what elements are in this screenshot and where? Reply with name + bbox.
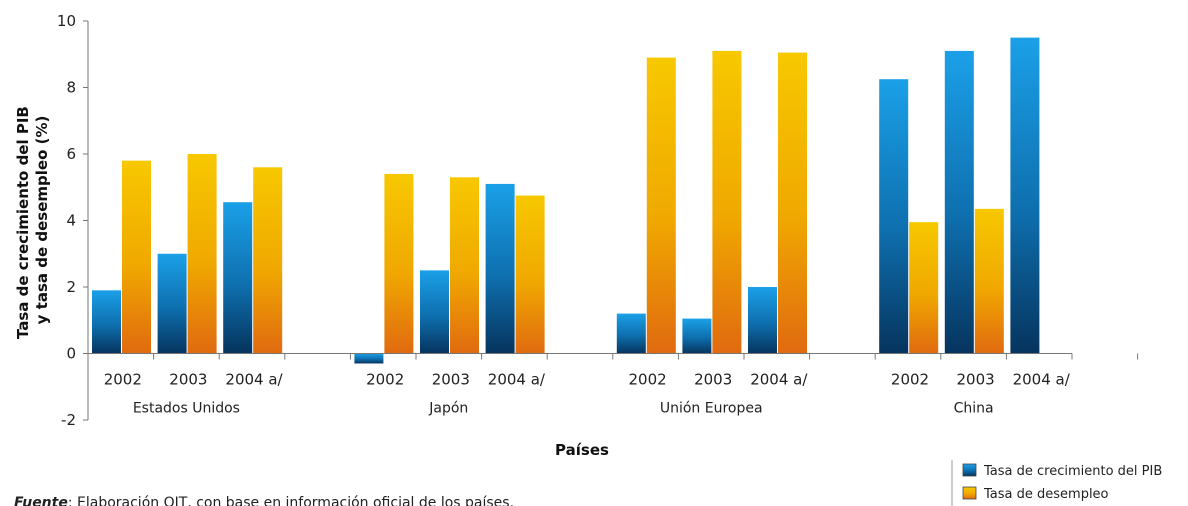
y-axis-label-line-2: y tasa de desempleo (%) (33, 116, 51, 325)
source-note: Fuente: Elaboración OIT, con base en inf… (14, 488, 514, 506)
source-text: : Elaboración OIT, con base en informaci… (67, 495, 515, 506)
bar-unemployment (450, 177, 479, 354)
x-category-label: 2004 a/ (225, 371, 283, 389)
bar-unemployment (646, 57, 676, 354)
bars-layer (92, 37, 1040, 364)
bar-unemployment (253, 167, 283, 354)
bar-gdp (485, 183, 515, 354)
legend-label-gdp: Tasa de crecimiento del PIB (983, 464, 1162, 479)
bar-gdp (879, 79, 909, 354)
y-tick-label: 2 (66, 278, 76, 296)
y-tick-label: 0 (66, 345, 76, 363)
y-tick-label: 10 (57, 12, 76, 30)
x-category-label: 2004 a/ (1013, 371, 1071, 389)
y-axis-label: Tasa de crecimiento del PIB y tasa de de… (14, 101, 51, 339)
x-category-label: 2002 (366, 371, 404, 389)
x-category-label: 2002 (891, 371, 929, 389)
x-group-label: Unión Europea (660, 401, 763, 417)
bar-gdp (748, 287, 777, 354)
y-tick-label: 8 (66, 79, 76, 97)
x-axis-label: Países (555, 441, 609, 459)
x-category-label: 2003 (694, 371, 732, 389)
bar-unemployment (778, 52, 807, 354)
bar-unemployment (909, 222, 939, 354)
source-label: Fuente (14, 495, 68, 506)
axes-layer (83, 20, 1139, 421)
bar-unemployment (974, 208, 1004, 354)
bar-gdp (682, 318, 712, 354)
legend-label-unemployment: Tasa de desempleo (983, 487, 1109, 502)
bar-gdp (616, 313, 646, 354)
y-tick-label: 6 (66, 145, 76, 163)
x-group-label: China (954, 401, 994, 417)
x-group-label: Japón (428, 401, 468, 417)
legend-swatch-unemployment (962, 486, 977, 500)
x-category-label: 2003 (169, 371, 207, 389)
bar-gdp (944, 50, 974, 354)
legend: Tasa de crecimiento del PIB Tasa de dese… (951, 460, 1162, 506)
y-tick-label: 4 (66, 212, 76, 230)
bar-unemployment (187, 154, 217, 354)
bar-gdp (1010, 37, 1040, 354)
x-category-label: 2003 (432, 371, 470, 389)
bar-unemployment (122, 160, 151, 354)
bar-unemployment (515, 195, 545, 354)
x-category-label: 2004 a/ (488, 371, 546, 389)
bar-gdp (354, 353, 384, 364)
bar-unemployment (712, 50, 742, 354)
labels-layer: -2 0 2 4 6 8 10 2002 2003 2004 a/Estados Unidos 20… (57, 12, 1071, 429)
bar-unemployment (384, 173, 414, 354)
bar-gdp (223, 202, 253, 354)
x-category-label: 2002 (629, 371, 667, 389)
x-category-label: 2003 (957, 371, 995, 389)
x-group-label: Estados Unidos (133, 401, 240, 417)
bar-gdp (157, 253, 187, 354)
y-tick-label: -2 (61, 411, 76, 429)
bar-gdp (420, 270, 449, 354)
bar-gdp (92, 290, 121, 354)
legend-swatch-gdp (962, 463, 977, 477)
x-category-label: 2004 a/ (750, 371, 808, 389)
x-category-label: 2002 (104, 371, 142, 389)
y-axis-label-line-1: Tasa de crecimiento del PIB (14, 106, 32, 339)
